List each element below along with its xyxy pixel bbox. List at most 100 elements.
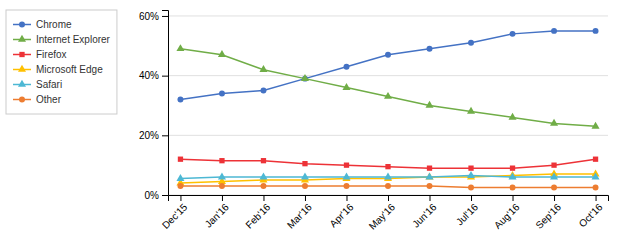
point (177, 97, 183, 103)
legend-item: Other (13, 94, 62, 105)
legend-key-marker (19, 22, 25, 28)
point (344, 163, 349, 168)
x-tick-label: May'16 (367, 201, 398, 232)
point (510, 185, 516, 191)
point (177, 183, 183, 189)
x-tick-label: Dec'15 (160, 201, 190, 231)
point (551, 185, 557, 191)
legend-label: Chrome (36, 19, 72, 30)
point (593, 185, 599, 191)
y-tick: 20% (139, 130, 168, 141)
point (342, 83, 350, 90)
point (468, 185, 474, 191)
legend-item: Microsoft Edge (13, 64, 103, 75)
x-tick-mark (263, 195, 264, 201)
x-axis-line (169, 196, 609, 202)
point (467, 171, 475, 178)
x-tick-label: Jun'16 (410, 201, 439, 230)
x-tick-mark (305, 195, 306, 201)
point (425, 172, 433, 179)
x-tick: Jul'16 (454, 195, 480, 227)
x-tick-label: Aug'16 (492, 201, 522, 231)
point (509, 113, 517, 120)
point (592, 122, 600, 129)
point (427, 183, 433, 189)
x-tick: May'16 (367, 195, 398, 232)
point (260, 183, 266, 189)
series-line (180, 49, 595, 127)
y-tick-label: 0% (145, 190, 160, 201)
point (593, 157, 598, 162)
x-tick: Jan'16 (203, 195, 232, 230)
point (425, 101, 433, 108)
y-tick: 0% (145, 190, 168, 201)
plot: 0% 20% 40% 60% Dec'15 Jan'16 Feb'16 Mar'16 Apr'1… (139, 11, 609, 232)
y-tick-label: 40% (139, 70, 159, 81)
x-tick: Sep'16 (533, 195, 563, 231)
point (219, 183, 225, 189)
point (384, 92, 392, 99)
x-tick-mark (513, 195, 514, 201)
legend-frame (6, 10, 117, 114)
point (468, 40, 474, 46)
x-tick-mark (596, 195, 597, 201)
grid-line (168, 135, 608, 136)
point (301, 74, 309, 81)
y-tick-label: 20% (139, 130, 159, 141)
x-tick: Mar'16 (285, 195, 314, 231)
point (551, 163, 556, 168)
point (344, 183, 350, 189)
y-tick-label: 60% (139, 11, 159, 22)
point (219, 91, 225, 97)
chart: 0% 20% 40% 60% Dec'15 Jan'16 Feb'16 Mar'16 Apr'1… (0, 0, 620, 241)
x-tick-mark (222, 195, 223, 201)
point (259, 65, 267, 72)
legend-key-marker (18, 35, 26, 42)
legend-key-marker (19, 97, 25, 103)
x-tick: Dec'15 (160, 195, 190, 231)
legend-label: Microsoft Edge (36, 64, 103, 75)
x-axis: Dec'15 Jan'16 Feb'16 Mar'16 Apr'16 May'16 Jun'… (160, 195, 609, 232)
grid-line (168, 75, 608, 76)
point (259, 172, 267, 179)
point (427, 165, 432, 170)
y-axis: 0% 20% 40% 60% (139, 11, 169, 201)
x-tick: Apr'16 (327, 195, 355, 229)
grid-line (168, 15, 608, 16)
legend-item: Internet Explorer (13, 34, 111, 45)
series (176, 171, 599, 181)
x-tick: Aug'16 (492, 195, 522, 231)
point (385, 52, 391, 58)
series-line (180, 31, 595, 100)
x-tick-mark (180, 195, 181, 201)
x-tick-mark (471, 195, 472, 201)
point (302, 183, 308, 189)
point (301, 172, 309, 179)
legend: Chrome Internet Explorer Firefox Microsoft … (6, 10, 117, 114)
legend-item: Firefox (13, 49, 67, 60)
point (468, 165, 473, 170)
point (593, 28, 599, 34)
y-axis-line (162, 11, 169, 196)
point (550, 172, 558, 179)
point (509, 172, 517, 179)
y-tick: 60% (139, 11, 168, 22)
y-tick-mark (162, 76, 168, 77)
point (260, 88, 266, 94)
y-tick-mark (162, 16, 168, 17)
x-tick-label: Jul'16 (454, 201, 480, 227)
grid (168, 16, 608, 195)
x-tick-label: Sep'16 (533, 201, 563, 231)
point (510, 165, 515, 170)
series (176, 44, 599, 129)
x-tick: Feb'16 (243, 195, 272, 231)
point (218, 172, 226, 179)
legend-label: Other (36, 94, 62, 105)
point (342, 172, 350, 179)
marks (176, 28, 599, 191)
point (176, 44, 184, 51)
x-tick-mark (346, 195, 347, 201)
x-tick-label: Mar'16 (285, 201, 314, 230)
series (177, 183, 598, 190)
x-tick-mark (388, 195, 389, 201)
